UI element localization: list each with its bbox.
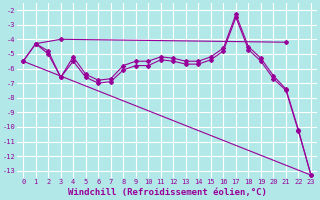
X-axis label: Windchill (Refroidissement éolien,°C): Windchill (Refroidissement éolien,°C) [68, 188, 267, 197]
